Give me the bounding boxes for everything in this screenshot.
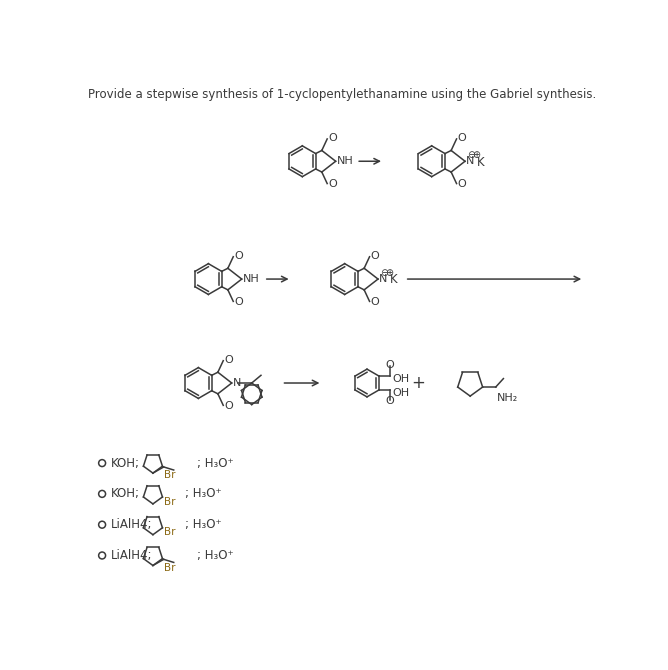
- Text: OH: OH: [392, 374, 409, 384]
- Text: O: O: [224, 401, 232, 411]
- Text: NH: NH: [337, 156, 353, 166]
- Text: ⊖: ⊖: [467, 150, 475, 160]
- Text: N: N: [466, 156, 474, 166]
- Text: O: O: [370, 251, 379, 261]
- Text: O: O: [458, 180, 466, 190]
- Text: NH: NH: [242, 274, 259, 284]
- Text: +: +: [411, 374, 425, 392]
- Text: Br: Br: [164, 563, 176, 573]
- Text: O: O: [328, 180, 337, 190]
- Text: N: N: [232, 378, 241, 388]
- Text: N: N: [379, 274, 387, 284]
- Text: O: O: [224, 355, 232, 365]
- Text: ; H₃O⁺: ; H₃O⁺: [185, 487, 222, 500]
- Text: O: O: [234, 251, 242, 261]
- Text: ⊕: ⊕: [472, 150, 481, 160]
- Text: LiAlH4;: LiAlH4;: [112, 518, 153, 531]
- Text: Br: Br: [164, 470, 176, 480]
- Text: O: O: [458, 133, 466, 143]
- Text: O: O: [328, 133, 337, 143]
- Text: Br: Br: [164, 527, 176, 537]
- Text: ; H₃O⁺: ; H₃O⁺: [197, 456, 233, 470]
- Text: K: K: [389, 273, 397, 286]
- Text: LiAlH4;: LiAlH4;: [112, 549, 153, 562]
- Text: K: K: [476, 155, 484, 169]
- Text: O: O: [385, 397, 394, 407]
- Text: Provide a stepwise synthesis of 1-cyclopentylethanamine using the Gabriel synthe: Provide a stepwise synthesis of 1-cyclop…: [88, 88, 597, 101]
- Text: ⊕: ⊕: [385, 268, 393, 278]
- Text: ; H₃O⁺: ; H₃O⁺: [197, 549, 233, 562]
- Text: ⊖: ⊖: [380, 268, 388, 278]
- Text: OH: OH: [392, 388, 409, 398]
- Text: O: O: [234, 297, 242, 307]
- Text: KOH;: KOH;: [112, 487, 140, 500]
- Text: O: O: [385, 360, 394, 370]
- Text: KOH;: KOH;: [112, 456, 140, 470]
- Text: NH₂: NH₂: [497, 393, 518, 403]
- Text: ; H₃O⁺: ; H₃O⁺: [185, 518, 222, 531]
- Text: Br: Br: [164, 496, 176, 507]
- Text: O: O: [370, 297, 379, 307]
